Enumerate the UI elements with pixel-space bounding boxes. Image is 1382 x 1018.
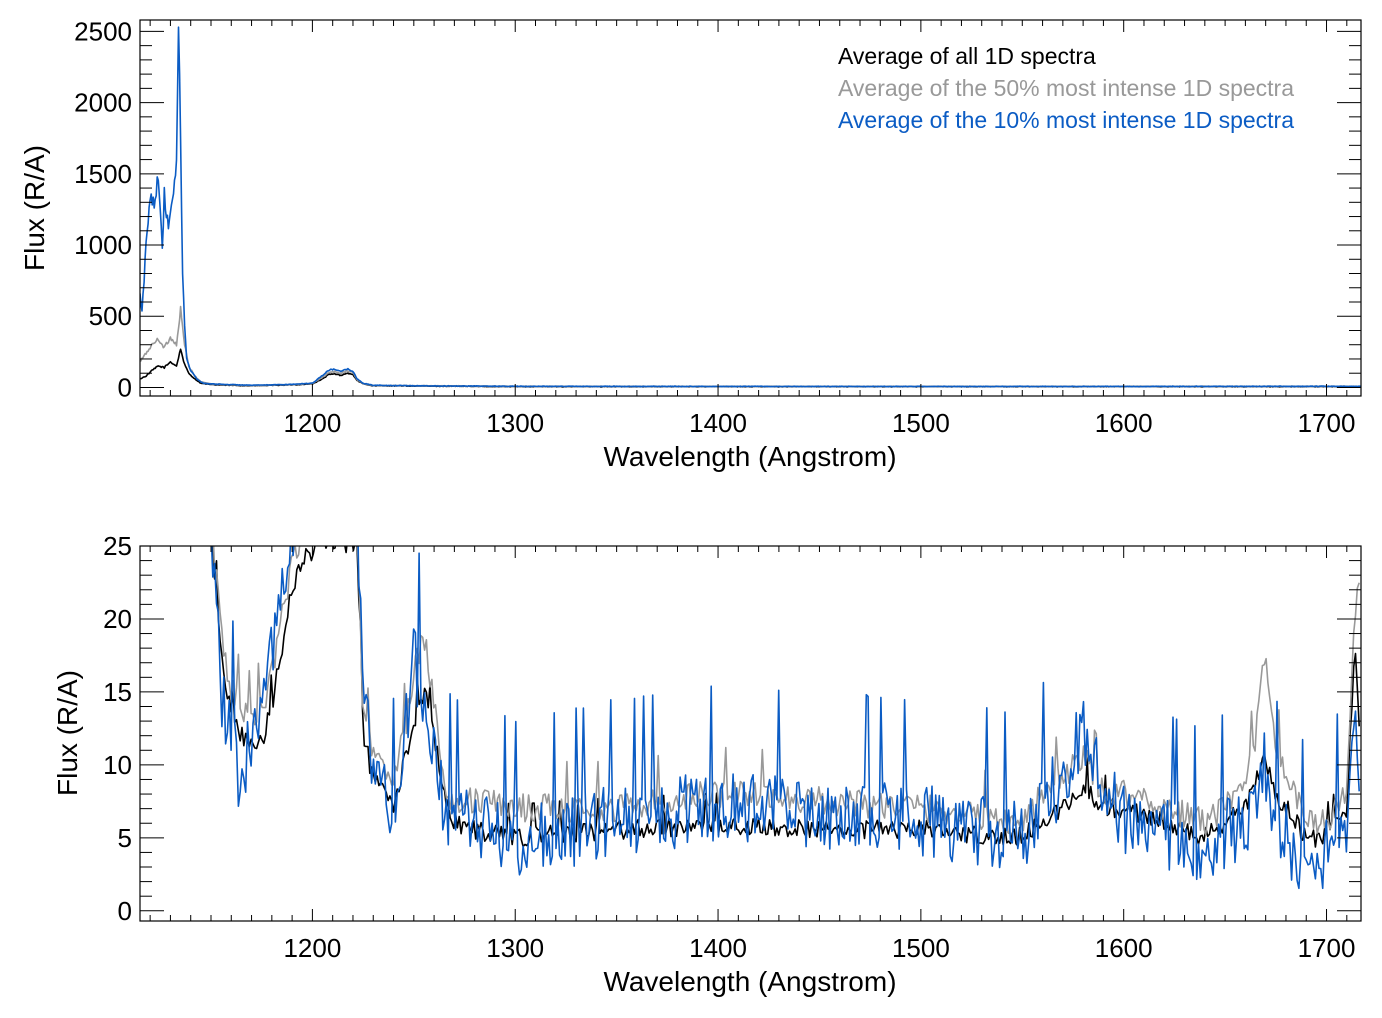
top-x-tick-label: 1600 [1095,408,1153,438]
top-y-tick-label: 500 [89,301,132,331]
top-y-tick-label: 2000 [74,88,132,118]
bottom-y-tick-label: 25 [103,531,132,561]
top-x-tick-label: 1200 [283,408,341,438]
top-x-axis-label: Wavelength (Angstrom) [603,441,896,472]
top-y-tick-label: 0 [118,372,132,402]
top-x-tick-label: 1400 [689,408,747,438]
top-panel: 1200 1300 1400 1500 1600 1700 0 500 1000 1500 2000… [19,16,1362,472]
bottom-y-tick-label: 0 [118,896,132,926]
top-ticks-group: 1200 1300 1400 1500 1600 1700 0 500 1000 1500 2000… [74,16,1361,438]
legend-entry-50pct: Average of the 50% most intense 1D spect… [838,75,1294,101]
bottom-series-line-2 [212,546,1360,836]
bottom-x-tick-label: 1300 [486,933,544,963]
bottom-plot-frame [139,545,1362,922]
top-x-tick-label: 1700 [1298,408,1356,438]
top-series-line-1 [140,348,1361,388]
bottom-x-tick-label: 1400 [689,933,747,963]
legend-entry-all: Average of all 1D spectra [838,43,1096,69]
legend-entry-10pct: Average of the 10% most intense 1D spect… [838,107,1294,133]
top-y-axis-label: Flux (R/A) [19,145,50,271]
bottom-x-tick-label: 1500 [892,933,950,963]
bottom-ticks-group: 1200 1300 1400 1500 1600 1700 0 5 10 15 20 25 [103,531,1361,963]
bottom-y-tick-label: 10 [103,750,132,780]
bottom-y-axis-label: Flux (R/A) [52,670,83,796]
legend: Average of all 1D spectra Average of the… [838,43,1294,133]
top-series-group [140,26,1361,388]
bottom-panel: 1200 1300 1400 1500 1600 1700 0 5 10 15 20 25 Wavel… [52,531,1362,997]
bottom-series-line-3 [210,546,1360,890]
top-y-tick-label: 2500 [74,16,132,46]
top-y-tick-label: 1500 [74,159,132,189]
bottom-x-tick-label: 1700 [1298,933,1356,963]
top-y-tick-label: 1000 [74,230,132,260]
top-series-line-3 [140,26,1361,388]
bottom-x-axis-label: Wavelength (Angstrom) [603,966,896,997]
top-x-tick-label: 1500 [892,408,950,438]
bottom-x-tick-label: 1200 [283,933,341,963]
bottom-y-tick-label: 15 [103,677,132,707]
bottom-x-tick-label: 1600 [1095,933,1153,963]
bottom-series-group [210,546,1360,890]
top-plot-frame [139,19,1362,397]
bottom-y-tick-label: 5 [118,823,132,853]
top-x-tick-label: 1300 [486,408,544,438]
bottom-y-tick-label: 20 [103,604,132,634]
